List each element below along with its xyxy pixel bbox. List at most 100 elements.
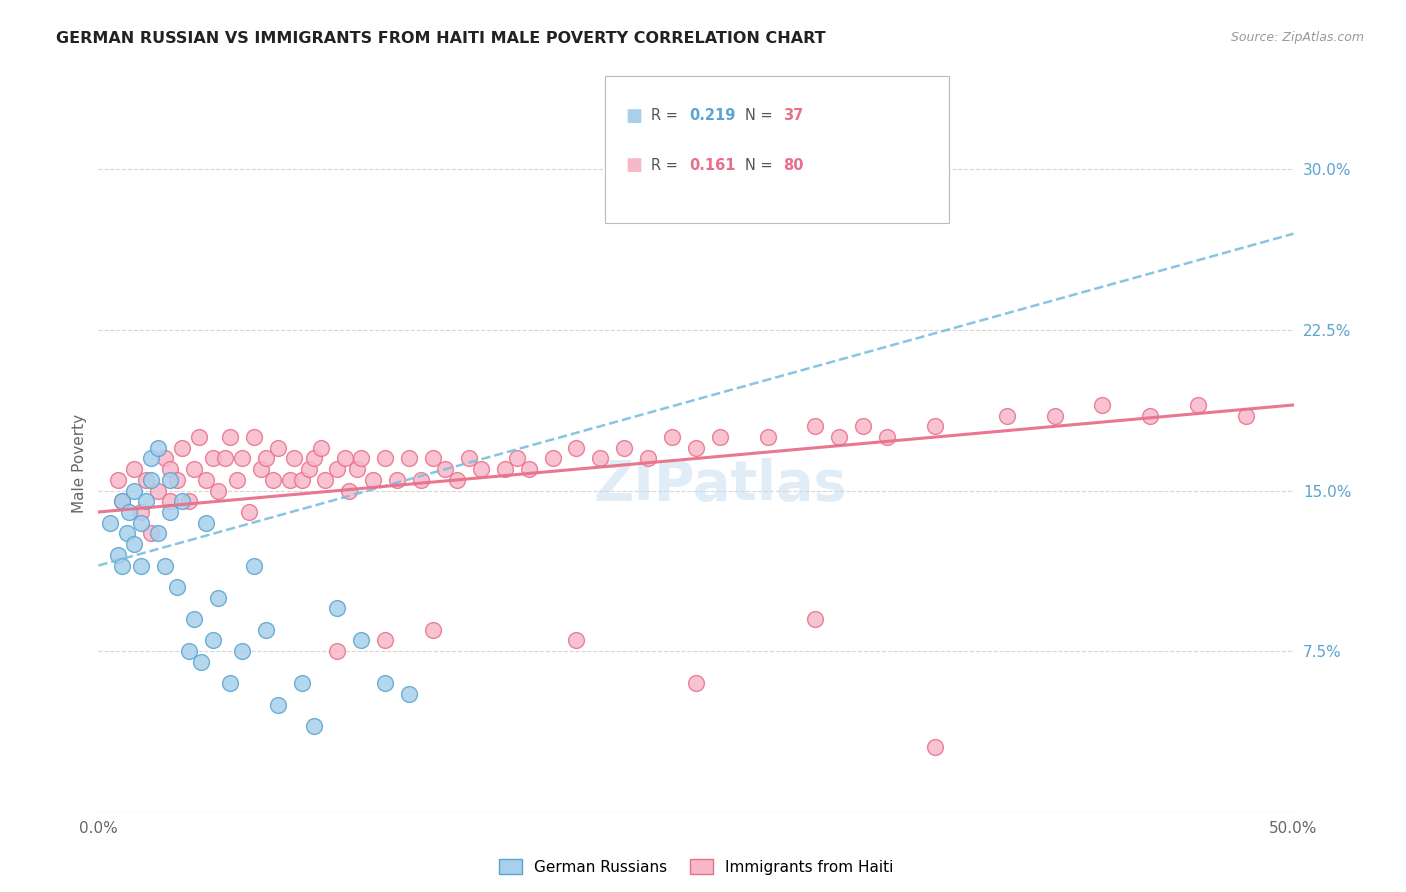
Point: [346, 462, 368, 476]
Legend: German Russians, Immigrants from Haiti: German Russians, Immigrants from Haiti: [492, 853, 900, 880]
Point: [876, 430, 898, 444]
Point: [709, 430, 731, 444]
Point: [118, 505, 141, 519]
Point: [374, 633, 396, 648]
Point: [155, 558, 177, 573]
Point: [804, 612, 827, 626]
Point: [207, 483, 229, 498]
Text: Source: ZipAtlas.com: Source: ZipAtlas.com: [1230, 31, 1364, 45]
Point: [131, 505, 153, 519]
Point: [262, 473, 284, 487]
Point: [291, 676, 314, 690]
Point: [302, 451, 325, 466]
Point: [685, 441, 707, 455]
Point: [661, 430, 683, 444]
Point: [291, 473, 314, 487]
Point: [685, 676, 707, 690]
Point: [339, 483, 360, 498]
Point: [135, 473, 157, 487]
Point: [1234, 409, 1257, 423]
Point: [139, 473, 162, 487]
Point: [326, 462, 349, 476]
Point: [219, 430, 242, 444]
Text: 0.161: 0.161: [689, 158, 735, 172]
Point: [155, 451, 177, 466]
Point: [541, 451, 564, 466]
Point: [398, 687, 420, 701]
Point: [131, 516, 153, 530]
Point: [565, 441, 588, 455]
Point: [207, 591, 229, 605]
Point: [254, 451, 277, 466]
Point: [278, 473, 301, 487]
Point: [124, 462, 146, 476]
Point: [131, 558, 153, 573]
Point: [250, 462, 273, 476]
Point: [179, 644, 201, 658]
Point: [517, 462, 540, 476]
Point: [111, 494, 134, 508]
Point: [309, 441, 332, 455]
Point: [183, 462, 205, 476]
Point: [283, 451, 305, 466]
Point: [172, 494, 194, 508]
Point: [1091, 398, 1114, 412]
Point: [159, 505, 181, 519]
Point: [756, 430, 779, 444]
Point: [302, 719, 325, 733]
Point: [107, 473, 129, 487]
Point: [422, 451, 444, 466]
Point: [350, 451, 373, 466]
Point: [398, 451, 420, 466]
Point: [159, 462, 181, 476]
Point: [446, 473, 468, 487]
Text: ■: ■: [626, 156, 643, 174]
Point: [589, 451, 612, 466]
Text: GERMAN RUSSIAN VS IMMIGRANTS FROM HAITI MALE POVERTY CORRELATION CHART: GERMAN RUSSIAN VS IMMIGRANTS FROM HAITI …: [56, 31, 825, 46]
Point: [363, 473, 385, 487]
Text: N =: N =: [745, 109, 778, 123]
Text: 80: 80: [783, 158, 804, 172]
Point: [385, 473, 409, 487]
Point: [298, 462, 321, 476]
Point: [1139, 409, 1161, 423]
Point: [214, 451, 236, 466]
Point: [924, 419, 946, 434]
Point: [231, 451, 253, 466]
Point: [350, 633, 373, 648]
Point: [238, 505, 260, 519]
Point: [139, 451, 162, 466]
Text: R =: R =: [651, 158, 682, 172]
Point: [565, 633, 588, 648]
Point: [433, 462, 456, 476]
Point: [148, 441, 170, 455]
Point: [267, 698, 290, 712]
Point: [111, 558, 134, 573]
Point: [458, 451, 481, 466]
Point: [267, 441, 290, 455]
Point: [374, 676, 396, 690]
Text: N =: N =: [745, 158, 778, 172]
Point: [219, 676, 242, 690]
Point: [315, 473, 337, 487]
Point: [202, 633, 225, 648]
Point: [148, 483, 170, 498]
Point: [124, 537, 146, 551]
Point: [333, 451, 356, 466]
Text: ZIPatlas: ZIPatlas: [593, 458, 846, 512]
Point: [637, 451, 659, 466]
Point: [202, 451, 225, 466]
Point: [187, 430, 209, 444]
Text: ■: ■: [626, 107, 643, 125]
Point: [226, 473, 249, 487]
Text: 0.219: 0.219: [689, 109, 735, 123]
Point: [243, 430, 266, 444]
Point: [1187, 398, 1209, 412]
Point: [470, 462, 492, 476]
Point: [852, 419, 875, 434]
Point: [995, 409, 1018, 423]
Point: [613, 441, 636, 455]
Point: [111, 494, 134, 508]
Point: [139, 526, 162, 541]
Point: [326, 644, 349, 658]
